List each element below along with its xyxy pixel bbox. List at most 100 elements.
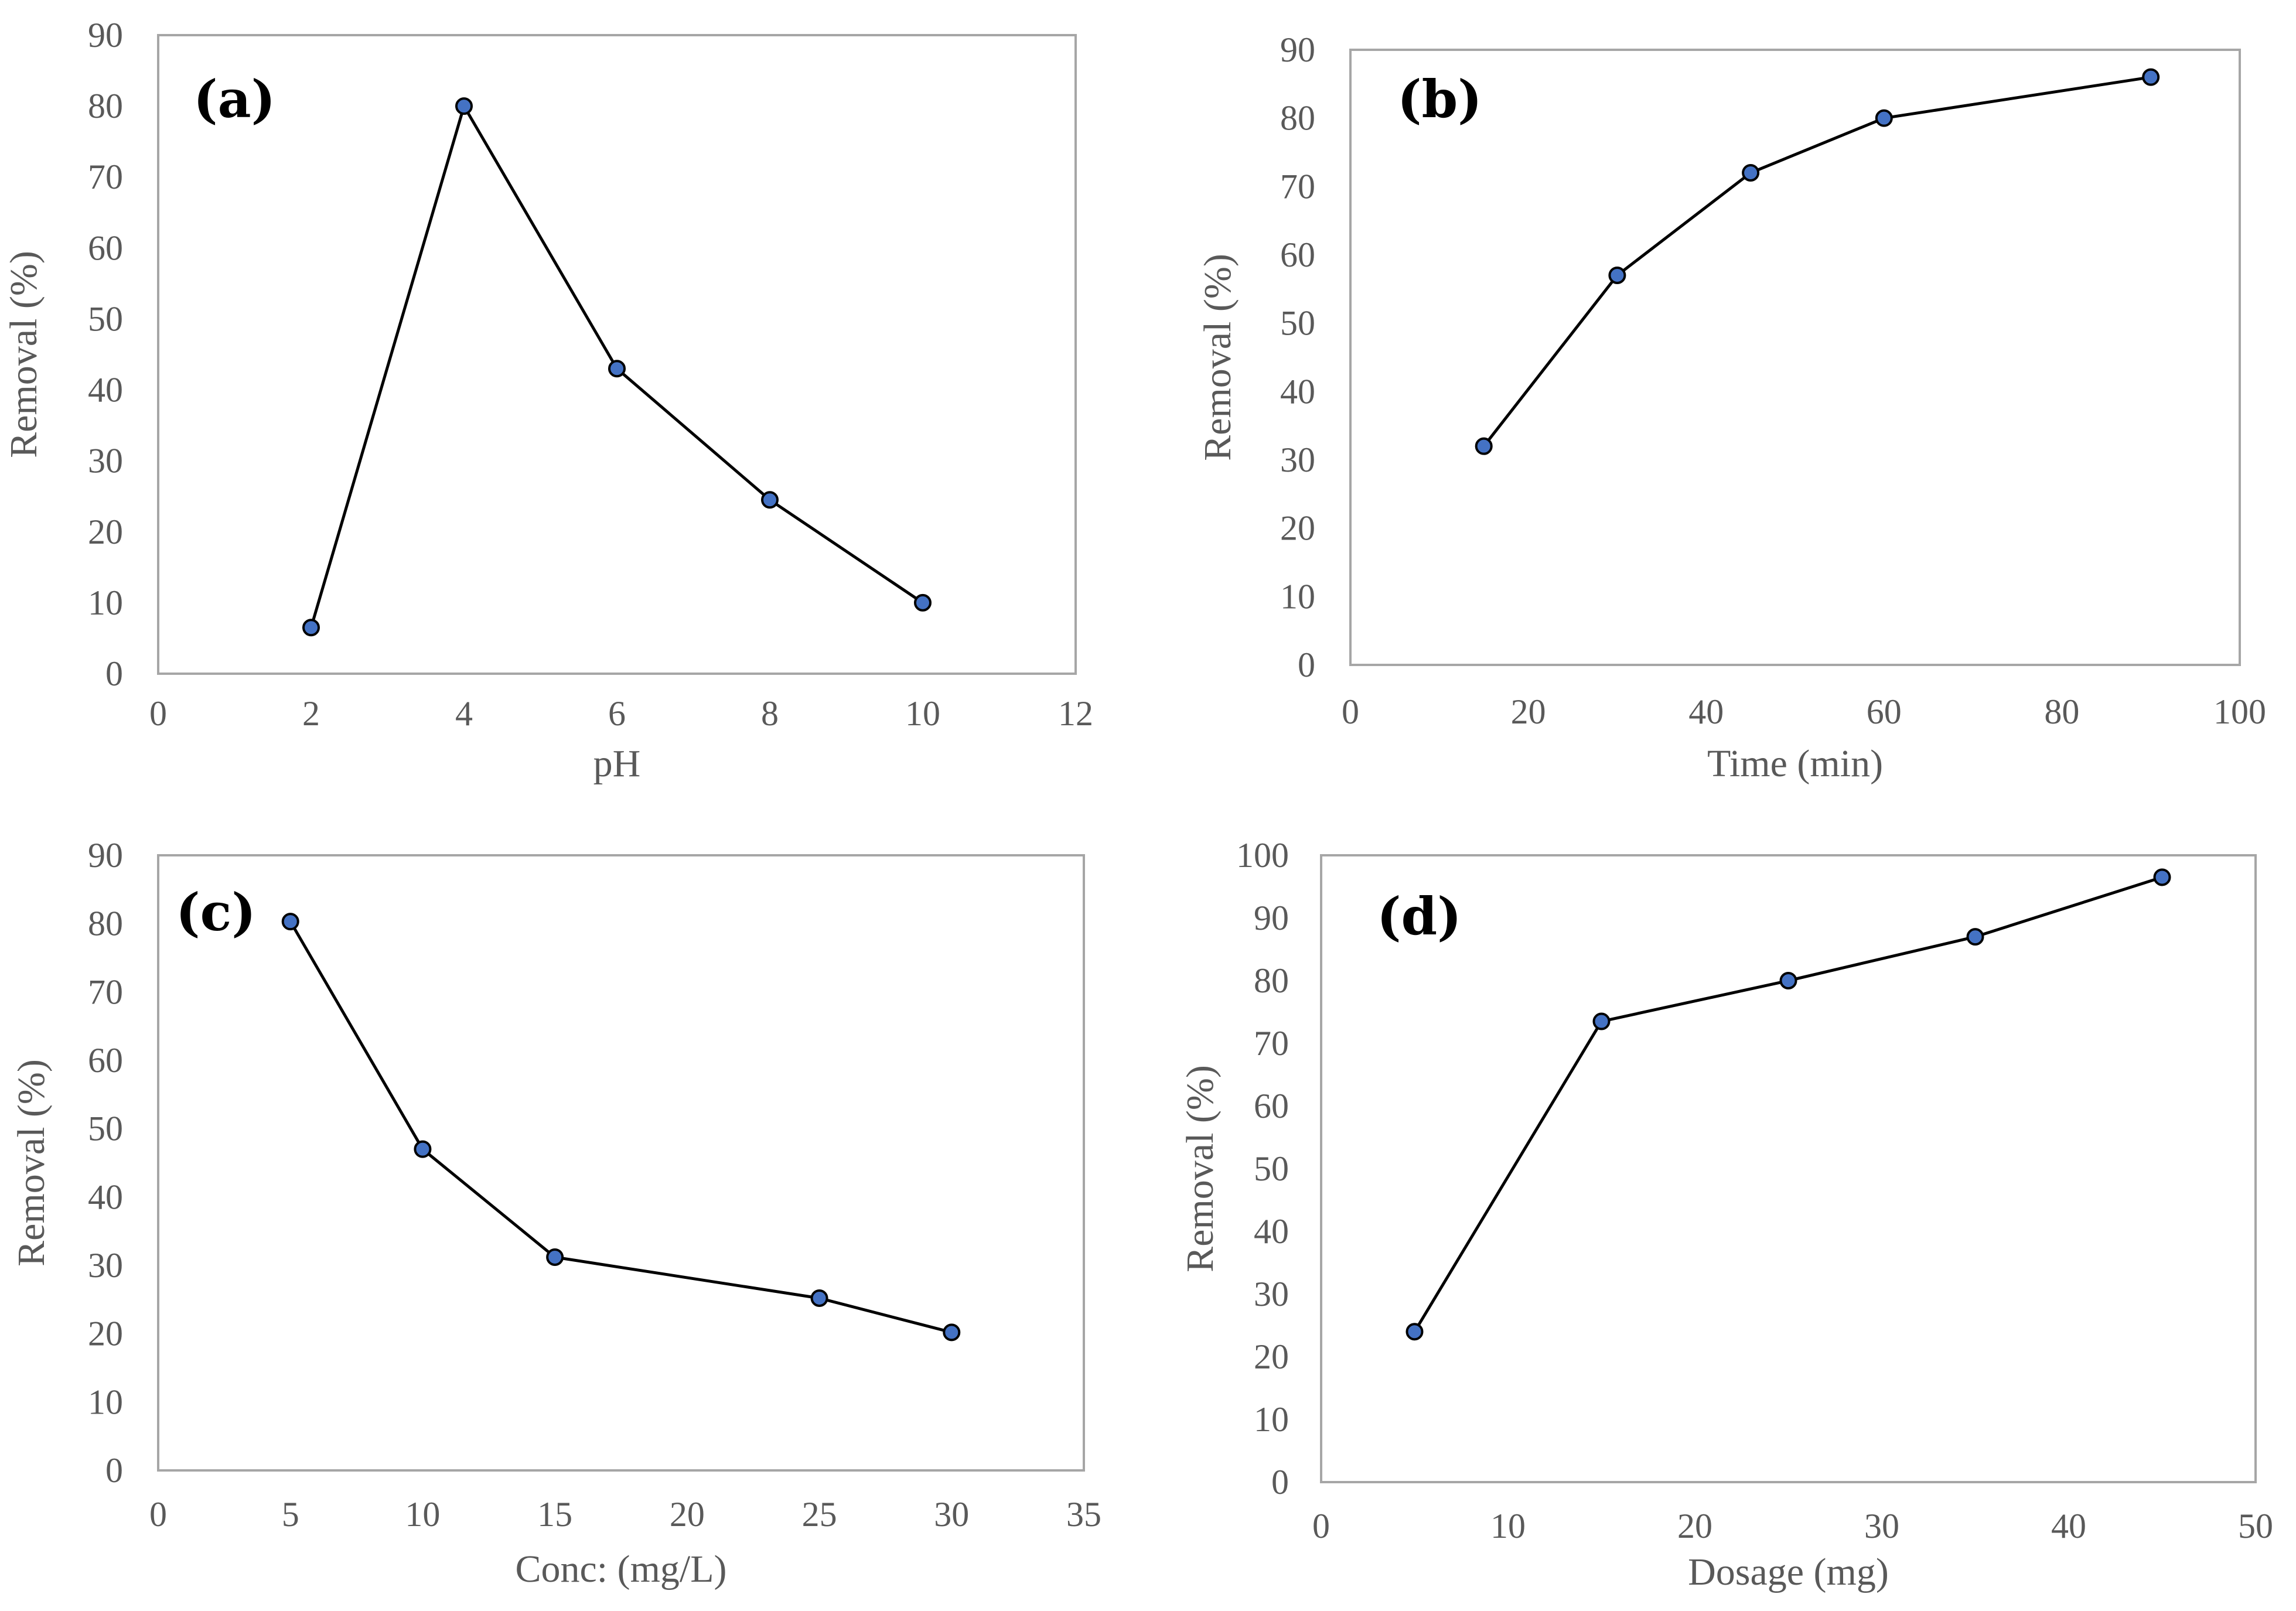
y-tick-label: 80 — [88, 905, 123, 943]
data-point — [2142, 68, 2160, 86]
y-tick-label: 10 — [1254, 1400, 1289, 1439]
x-tick-label: 20 — [670, 1495, 705, 1534]
x-tick-label: 20 — [1677, 1507, 1712, 1545]
x-tick-label: 0 — [149, 694, 167, 733]
y-tick-label: 90 — [1254, 899, 1289, 937]
x-tick-label: 5 — [282, 1495, 299, 1534]
x-tick-label: 80 — [2044, 692, 2079, 731]
y-tick-label: 30 — [1254, 1275, 1289, 1313]
y-tick-label: 40 — [1254, 1212, 1289, 1251]
x-axis-title: Time (min) — [1707, 742, 1883, 785]
data-point — [1966, 928, 1984, 946]
y-tick-label: 70 — [1280, 167, 1315, 206]
x-axis-title: Dosage (mg) — [1688, 1551, 1889, 1593]
data-point — [455, 97, 473, 115]
y-tick-label: 80 — [1254, 961, 1289, 1000]
x-tick-label: 2 — [302, 694, 320, 733]
x-tick-label: 15 — [537, 1495, 572, 1534]
data-point — [1779, 972, 1797, 989]
data-point — [1608, 267, 1626, 284]
chart-panel-a: 0 10 20 30 40 50 60 70 80 90 0 2 4 6 8 10 12 pH Removal (%… — [2, 16, 1093, 785]
series-line — [289, 920, 952, 1334]
data-point — [414, 1140, 432, 1158]
y-tick-label: 0 — [105, 1451, 123, 1490]
x-tick-label: 12 — [1058, 694, 1093, 733]
x-tick-label: 60 — [1867, 692, 1902, 731]
y-tick-label: 70 — [88, 158, 123, 196]
y-tick-label: 10 — [88, 1383, 123, 1421]
panel-label: (b) — [1397, 69, 1482, 129]
y-tick-label: 40 — [88, 371, 123, 409]
data-point — [1875, 109, 1893, 127]
x-tick-label: 25 — [802, 1495, 837, 1534]
x-axis-title: pH — [593, 742, 641, 785]
x-tick-label: 10 — [905, 694, 940, 733]
plot-area-frame — [1320, 854, 2257, 1483]
x-tick-label: 8 — [761, 694, 779, 733]
y-tick-label: 20 — [1254, 1337, 1289, 1376]
y-tick-label: 30 — [88, 442, 123, 480]
data-point — [810, 1289, 828, 1307]
chart-panel-b: 0 10 20 30 40 50 60 70 80 90 0 20 40 60 80 100 Time (min… — [1196, 30, 2266, 785]
x-tick-label: 4 — [455, 694, 473, 733]
x-tick-label: 30 — [934, 1495, 969, 1534]
chart-panel-c: 0 10 20 30 40 50 60 70 80 90 0 5 10 15 20 25 30 35 Conc: (… — [10, 836, 1101, 1590]
series-line — [1413, 876, 2163, 1333]
y-tick-label: 100 — [1236, 836, 1289, 875]
x-tick-label: 30 — [1864, 1507, 1899, 1545]
y-tick-label: 80 — [1280, 99, 1315, 138]
x-tick-label: 40 — [1688, 692, 1724, 731]
x-tick-label: 0 — [1312, 1507, 1330, 1545]
y-tick-label: 40 — [1280, 372, 1315, 411]
y-axis-title: Removal (%) — [1179, 1065, 1222, 1272]
y-tick-label: 50 — [1254, 1149, 1289, 1188]
y-axis-title: Removal (%) — [2, 251, 45, 458]
y-tick-label: 90 — [88, 836, 123, 875]
y-tick-label: 30 — [1280, 441, 1315, 479]
data-point — [546, 1248, 564, 1266]
x-tick-label: 100 — [2213, 692, 2266, 731]
data-point — [761, 491, 779, 509]
y-tick-label: 20 — [88, 513, 123, 551]
data-point — [1475, 437, 1493, 455]
y-tick-label: 50 — [88, 299, 123, 338]
x-tick-label: 35 — [1066, 1495, 1101, 1534]
y-tick-label: 90 — [88, 16, 123, 54]
y-tick-label: 60 — [1254, 1087, 1289, 1125]
data-point — [608, 360, 626, 378]
y-tick-label: 50 — [88, 1110, 123, 1148]
y-tick-label: 0 — [1271, 1463, 1289, 1501]
plot-area-frame — [157, 854, 1085, 1472]
y-tick-label: 60 — [1280, 235, 1315, 274]
x-tick-label: 50 — [2238, 1507, 2273, 1545]
data-point — [914, 593, 932, 612]
y-tick-label: 10 — [88, 583, 123, 622]
y-tick-label: 90 — [1280, 30, 1315, 69]
x-tick-label: 10 — [1490, 1507, 1526, 1545]
y-tick-label: 20 — [1280, 509, 1315, 548]
y-tick-label: 10 — [1280, 577, 1315, 616]
panel-label: (d) — [1377, 886, 1462, 947]
data-point — [302, 619, 320, 637]
series-line — [1482, 76, 2151, 448]
y-tick-label: 50 — [1280, 304, 1315, 343]
y-axis-title: Removal (%) — [1196, 254, 1239, 461]
plot-area-frame — [1349, 49, 2241, 666]
y-tick-label: 70 — [88, 972, 123, 1011]
panel-label: (a) — [193, 69, 275, 129]
x-tick-label: 40 — [2051, 1507, 2086, 1545]
data-point — [2153, 868, 2171, 886]
y-tick-label: 40 — [88, 1177, 123, 1216]
y-tick-label: 60 — [88, 1041, 123, 1080]
y-tick-label: 0 — [1298, 646, 1315, 684]
y-tick-label: 0 — [105, 654, 123, 693]
data-point — [943, 1323, 961, 1342]
panel-label: (c) — [176, 882, 256, 943]
data-point — [1742, 164, 1760, 182]
x-tick-label: 10 — [405, 1495, 440, 1534]
y-tick-label: 60 — [88, 228, 123, 267]
y-axis-title: Removal (%) — [10, 1059, 53, 1267]
y-tick-label: 30 — [88, 1246, 123, 1285]
data-point — [1592, 1012, 1611, 1030]
